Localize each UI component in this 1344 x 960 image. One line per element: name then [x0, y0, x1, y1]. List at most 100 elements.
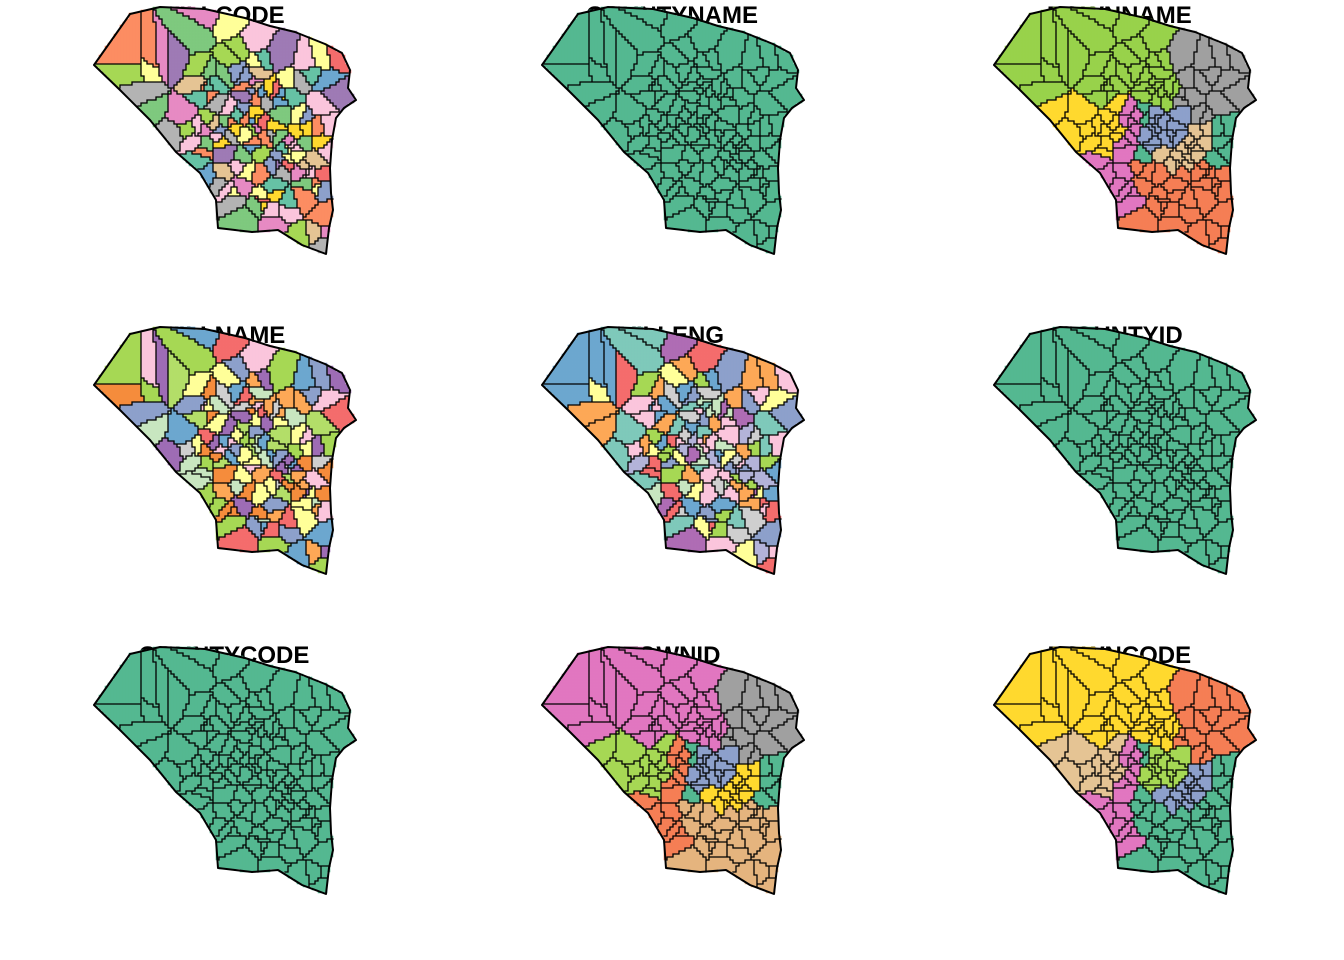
village-polygon	[624, 760, 644, 780]
village-polygon	[1133, 784, 1153, 804]
village-polygon	[753, 90, 788, 116]
village-polygon	[1157, 216, 1192, 233]
village-polygon	[248, 757, 256, 765]
village-polygon	[708, 521, 728, 538]
village-polygon	[1220, 225, 1231, 239]
village-polygon	[756, 676, 779, 711]
map-panel-townid: TOWNID	[448, 640, 896, 960]
village-polygon	[257, 536, 292, 553]
village-polygon	[284, 859, 310, 888]
county-outline	[93, 6, 357, 255]
choropleth-map	[993, 6, 1257, 255]
village-borders	[95, 6, 349, 248]
village-polygon	[1082, 90, 1108, 110]
village-borders	[95, 646, 349, 888]
village-polygon	[681, 144, 701, 164]
choropleth-map	[93, 326, 357, 575]
village-polygon	[257, 216, 292, 233]
village-polygon	[182, 90, 208, 110]
village-polygon	[95, 652, 142, 705]
village-polygon	[1184, 859, 1210, 888]
village-polygon	[735, 123, 752, 140]
choropleth-map	[993, 326, 1257, 575]
village-polygon	[705, 536, 740, 553]
village-polygon	[248, 117, 256, 125]
village-borders	[995, 6, 1249, 248]
map-panel-villeng: VILLENG	[448, 320, 896, 640]
village-polygon	[1064, 87, 1099, 125]
village-polygon	[660, 482, 683, 502]
village-borders	[995, 326, 1249, 568]
village-polygon	[212, 784, 238, 804]
choropleth-map	[541, 646, 805, 895]
village-polygon	[738, 186, 767, 218]
village-polygon	[1184, 539, 1210, 568]
village-polygon	[1073, 395, 1108, 415]
village-polygon	[612, 727, 647, 765]
village-polygon	[732, 219, 758, 248]
village-polygon	[603, 757, 632, 792]
village-polygon	[95, 332, 142, 385]
choropleth-map	[541, 326, 805, 575]
village-polygon	[696, 437, 704, 445]
village-polygon	[1136, 446, 1153, 466]
village-polygon	[95, 12, 142, 65]
village-polygon	[543, 652, 590, 705]
village-polygon	[1175, 706, 1195, 729]
village-borders	[543, 326, 797, 568]
county-outline	[93, 326, 357, 575]
village-polygon	[182, 691, 214, 717]
village-borders	[543, 646, 797, 888]
village-polygon	[1082, 410, 1108, 430]
village-polygon	[660, 144, 686, 164]
village-polygon	[567, 401, 620, 427]
county-outline	[993, 6, 1257, 255]
choropleth-map	[541, 6, 805, 255]
village-polygon	[257, 856, 292, 873]
village-polygon	[155, 437, 184, 472]
village-polygon	[320, 225, 331, 239]
village-polygon	[696, 117, 704, 125]
village-polygon	[1112, 464, 1138, 484]
village-polygon	[696, 757, 704, 765]
village-polygon	[995, 12, 1042, 65]
village-polygon	[164, 87, 199, 125]
map-panel-villcode: VILLCODE	[0, 0, 448, 320]
village-polygon	[1184, 219, 1210, 248]
village-polygon	[774, 685, 800, 714]
county-outline	[93, 646, 357, 895]
village-polygon	[630, 51, 662, 77]
village-polygon	[308, 356, 331, 391]
village-polygon	[140, 9, 160, 68]
village-polygon	[543, 12, 590, 65]
village-polygon	[612, 87, 647, 125]
village-polygon	[588, 649, 608, 708]
village-polygon	[173, 395, 208, 415]
village-polygon	[1040, 649, 1060, 708]
village-borders	[995, 646, 1249, 888]
village-polygon	[1055, 117, 1084, 152]
village-polygon	[543, 332, 590, 385]
village-polygon	[1208, 676, 1231, 711]
village-polygon	[603, 437, 632, 472]
village-polygon	[588, 9, 608, 68]
map-panel-villname: VILLNAME	[0, 320, 448, 640]
village-polygon	[1118, 844, 1159, 873]
map-panel-countyid: COUNTYID	[896, 320, 1344, 640]
village-polygon	[215, 195, 247, 221]
village-polygon	[732, 859, 758, 888]
village-polygon	[1148, 437, 1156, 445]
village-polygon	[140, 329, 160, 388]
village-polygon	[768, 225, 779, 239]
map-panel-countycode: COUNTYCODE	[0, 640, 448, 960]
village-polygon	[296, 455, 313, 472]
village-polygon	[173, 715, 208, 735]
village-polygon	[326, 365, 352, 394]
village-polygon	[1157, 536, 1192, 553]
map-panel-countyname: COUNTYNAME	[448, 0, 896, 320]
village-polygon	[218, 844, 259, 873]
choropleth-map	[993, 646, 1257, 895]
village-polygon	[284, 219, 310, 248]
village-polygon	[308, 36, 331, 71]
county-outline	[541, 6, 805, 255]
